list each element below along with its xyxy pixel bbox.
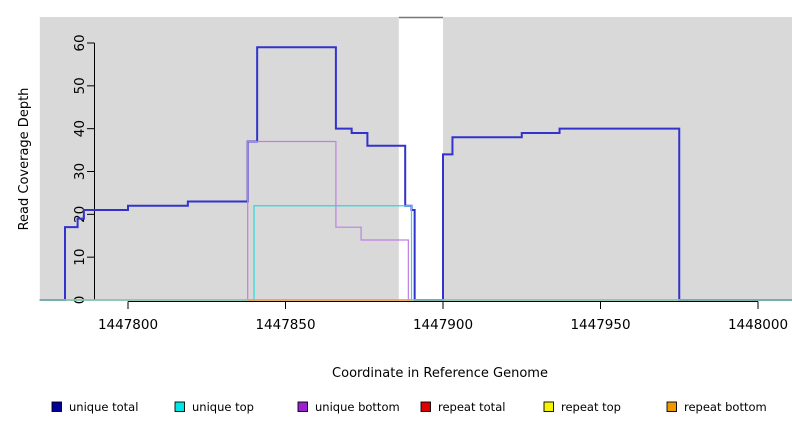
y-tick-label: 50 (72, 77, 88, 94)
series-line-unique-bottom (39, 140, 792, 301)
y-tick-label: 30 (72, 163, 88, 180)
y-tick-label: 20 (72, 206, 88, 223)
y-axis-title: Read Coverage Depth (17, 88, 32, 231)
legend-swatch (174, 401, 185, 412)
x-tick-label: 1448000 (728, 317, 788, 333)
legend-label: repeat bottom (684, 400, 767, 414)
legend-label: repeat top (561, 400, 621, 414)
x-tick-label: 1447800 (98, 317, 158, 333)
legend-label: unique total (69, 400, 138, 414)
legend-swatch (666, 401, 677, 412)
legend-label: repeat total (438, 400, 505, 414)
legend-swatch (420, 401, 431, 412)
legend-swatch (51, 401, 62, 412)
series-line-unique-total (39, 46, 792, 301)
legend: unique total unique top unique bottom repea… (51, 400, 767, 414)
legend-label: unique bottom (315, 400, 400, 414)
x-tick-label: 1447850 (255, 317, 315, 333)
y-tick-label: 40 (72, 120, 88, 137)
x-axis-title: Coordinate in Reference Genome (332, 366, 548, 381)
x-tick-label: 1447950 (570, 317, 630, 333)
y-tick-label: 10 (72, 249, 88, 266)
legend-label: unique top (192, 400, 254, 414)
shaded-region-right (443, 17, 792, 301)
y-tick-label: 60 (72, 34, 88, 51)
plot-background-group (39, 16, 792, 301)
legend-swatch (543, 401, 554, 412)
series-group (39, 46, 792, 301)
shaded-region-left (39, 17, 399, 301)
legend-swatch (297, 401, 308, 412)
x-axis: 1447800 1447850 1447900 1447950 1448000 (98, 301, 788, 333)
gap-region (398, 17, 443, 301)
x-tick-group: 1447800 1447850 1447900 1447950 1448000 (98, 301, 788, 333)
x-tick-label: 1447900 (413, 317, 473, 333)
